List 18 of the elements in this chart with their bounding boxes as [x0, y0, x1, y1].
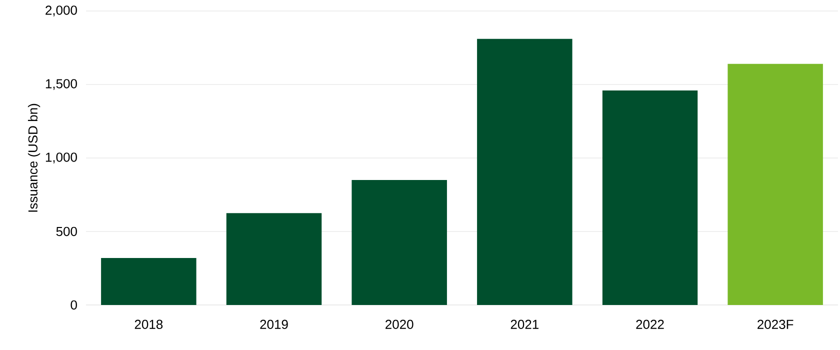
bar [226, 213, 322, 305]
bar [352, 180, 447, 305]
y-tick-label: 500 [56, 226, 77, 236]
y-axis-title: Issuance (USD bn) [28, 104, 40, 212]
bar [101, 258, 196, 305]
x-tick-label: 2021 [510, 320, 538, 329]
y-tick-label: 1,500 [46, 79, 77, 90]
x-tick-label: 2019 [260, 320, 288, 329]
y-tick-label: 1,000 [46, 152, 77, 164]
x-tick-label: 2018 [134, 320, 163, 329]
y-tick-label: 2,000 [46, 6, 77, 16]
y-tick-label: 0 [70, 300, 77, 310]
x-tick-label: 2020 [386, 320, 414, 329]
bar [602, 90, 698, 305]
x-tick-label: 2022 [636, 320, 664, 329]
bar [477, 38, 572, 305]
bar [728, 64, 823, 305]
x-tick-label: 2023F [758, 320, 794, 329]
